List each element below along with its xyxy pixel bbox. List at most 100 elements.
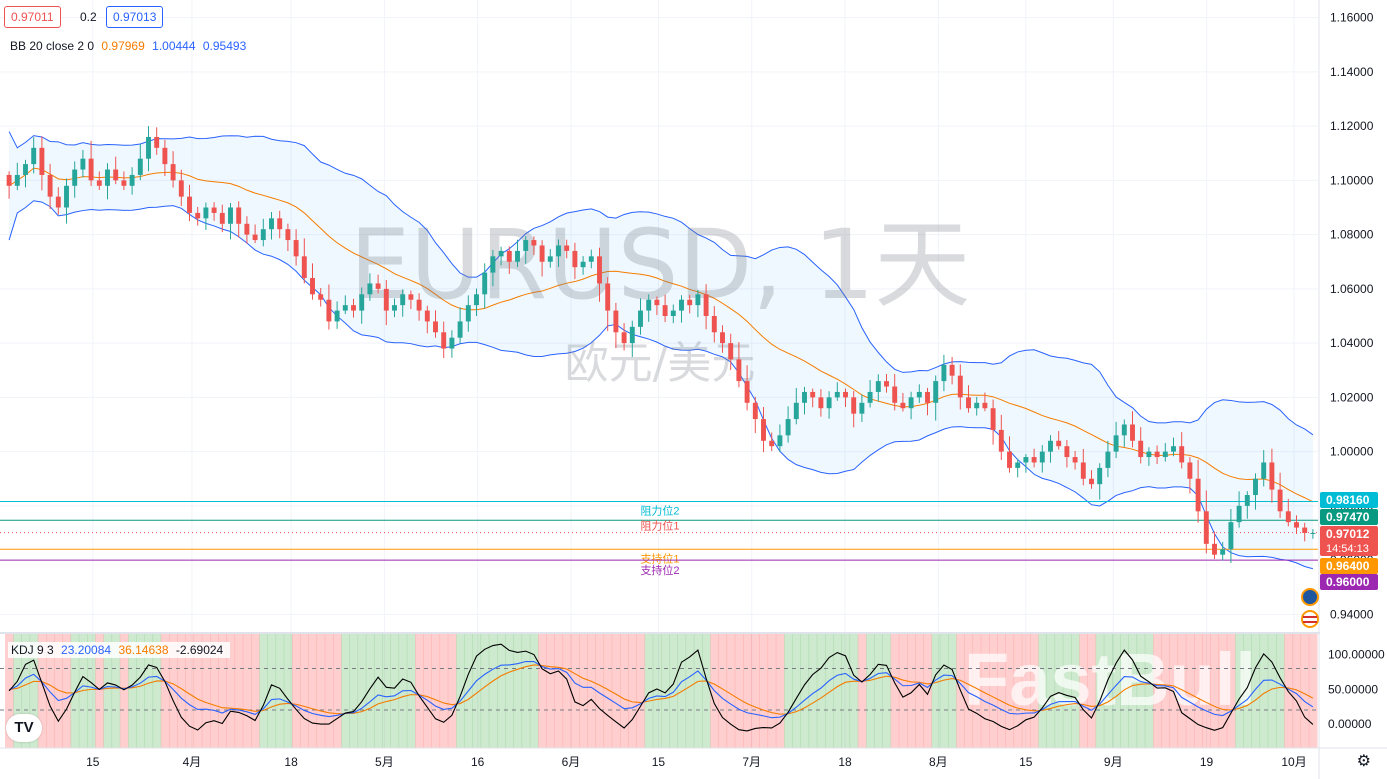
candle bbox=[1039, 445, 1045, 473]
candle bbox=[490, 249, 496, 287]
kdj-zone bbox=[1071, 634, 1080, 748]
candle bbox=[1277, 472, 1283, 518]
candle bbox=[769, 432, 775, 452]
kdj-zone bbox=[1169, 634, 1179, 748]
candle-body bbox=[506, 250, 512, 262]
kdj-zone bbox=[529, 634, 539, 748]
kdj-zone bbox=[693, 634, 703, 748]
candle-body bbox=[105, 169, 110, 186]
candle bbox=[1203, 490, 1209, 554]
candle bbox=[228, 203, 233, 240]
kdj-zone bbox=[480, 634, 490, 748]
kdj-zone bbox=[177, 634, 186, 748]
bb-legend[interactable]: BB 20 close 2 0 0.97969 1.00444 0.95493 bbox=[10, 39, 250, 53]
candle-body bbox=[55, 196, 61, 208]
settings-gear-icon[interactable]: ⚙ bbox=[1356, 753, 1371, 770]
candle-body bbox=[998, 429, 1004, 452]
kdj-zone bbox=[29, 634, 39, 748]
kdj-zone bbox=[562, 634, 572, 748]
candle bbox=[416, 293, 422, 321]
kdj-zone bbox=[611, 634, 621, 748]
candle bbox=[1212, 531, 1217, 560]
candle-body bbox=[629, 326, 635, 344]
candle bbox=[474, 288, 479, 316]
time-tick-label: 15 bbox=[86, 755, 100, 769]
candle bbox=[1187, 457, 1193, 494]
kdj-zone bbox=[193, 634, 203, 748]
candle-body bbox=[990, 408, 996, 430]
kdj-zone bbox=[972, 634, 982, 748]
candle bbox=[605, 277, 611, 332]
price-axis bbox=[1320, 0, 1387, 779]
candle-body bbox=[957, 375, 963, 398]
candle bbox=[203, 202, 209, 231]
candle bbox=[334, 301, 340, 329]
candle bbox=[613, 302, 619, 349]
candle-body bbox=[359, 294, 365, 311]
bid-price-box[interactable]: 0.97011 bbox=[4, 6, 61, 28]
bollinger-bands bbox=[8, 131, 1314, 570]
kdj-tick-label: 100.00000 bbox=[1328, 648, 1385, 662]
candle-body bbox=[146, 136, 151, 159]
candle-body bbox=[1056, 440, 1062, 447]
kdj-zone bbox=[849, 634, 859, 748]
candle-body bbox=[1244, 495, 1250, 506]
ask-price-box[interactable]: 0.97013 bbox=[106, 6, 164, 28]
candle bbox=[679, 295, 684, 323]
candle-body bbox=[6, 174, 12, 186]
time-tick-label: 16 bbox=[471, 755, 485, 769]
candle bbox=[31, 137, 37, 174]
price-tag-value: 0.97470 bbox=[1326, 510, 1370, 524]
candle-body bbox=[793, 402, 799, 420]
candle-body bbox=[121, 180, 127, 186]
kdj-legend[interactable]: KDJ 9 3 23.20084 36.14638 -2.69024 bbox=[8, 642, 231, 658]
candle-body bbox=[933, 381, 939, 403]
kdj-zone bbox=[841, 634, 851, 748]
candle bbox=[96, 171, 102, 191]
candle-body bbox=[154, 136, 160, 148]
kdj-zone bbox=[21, 634, 31, 748]
kdj-zone bbox=[652, 634, 662, 748]
candle-body bbox=[269, 218, 274, 230]
time-tick-label: 7月 bbox=[742, 755, 761, 769]
price-tick-label: 1.10000 bbox=[1330, 173, 1374, 187]
candle bbox=[982, 392, 988, 412]
kdj-zone bbox=[825, 634, 834, 748]
kdj-zone bbox=[1177, 634, 1187, 748]
candle bbox=[531, 236, 537, 256]
candle-body bbox=[580, 261, 586, 268]
kdj-zone bbox=[1308, 634, 1318, 748]
candle bbox=[875, 374, 881, 402]
kdj-zone bbox=[1062, 634, 1072, 748]
candle-body bbox=[547, 256, 553, 262]
candle-body bbox=[277, 218, 283, 230]
candle bbox=[162, 139, 168, 177]
candle bbox=[14, 162, 20, 191]
tradingview-logo[interactable]: TV bbox=[6, 714, 42, 742]
candle-body bbox=[392, 305, 397, 311]
candle bbox=[269, 212, 274, 240]
kdj-zone bbox=[800, 634, 810, 748]
candle-body bbox=[457, 321, 463, 338]
candle bbox=[884, 373, 889, 393]
candle bbox=[351, 298, 356, 318]
candle-body bbox=[219, 212, 225, 224]
candle-body bbox=[482, 272, 488, 295]
price-tag-countdown: 14:54:13 bbox=[1326, 543, 1369, 555]
candle bbox=[47, 163, 53, 209]
candle-body bbox=[236, 207, 242, 224]
candle bbox=[1285, 498, 1291, 527]
kdj-zone bbox=[103, 634, 113, 748]
candle bbox=[810, 388, 816, 408]
candle bbox=[1056, 431, 1062, 450]
kdj-zone bbox=[456, 634, 465, 748]
candle bbox=[1302, 522, 1308, 542]
candle bbox=[1072, 450, 1078, 470]
candle bbox=[998, 414, 1004, 460]
candle bbox=[818, 389, 824, 417]
candle bbox=[662, 294, 668, 323]
kdj-zone bbox=[1120, 634, 1129, 748]
candle bbox=[1064, 440, 1070, 468]
